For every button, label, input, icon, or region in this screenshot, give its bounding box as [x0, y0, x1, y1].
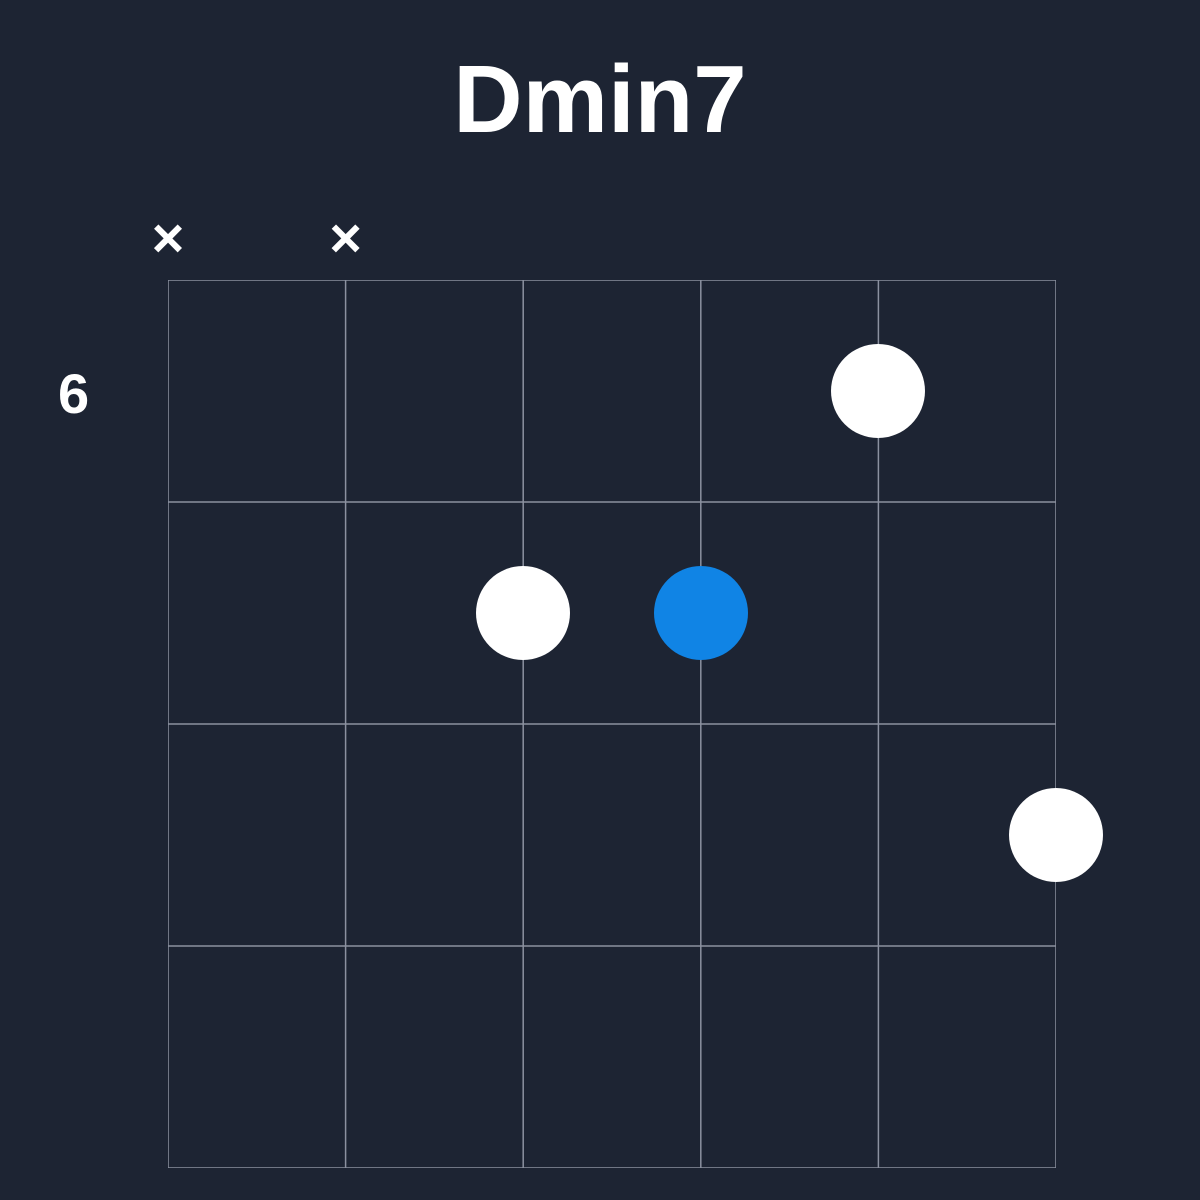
chord-title: Dmin7	[453, 45, 746, 155]
muted-string-marker: ×	[152, 205, 185, 270]
finger-position-dot	[654, 566, 748, 660]
chord-diagram: 6 ××	[168, 280, 1056, 1168]
finger-position-dot	[831, 344, 925, 438]
muted-string-marker: ×	[329, 205, 362, 270]
starting-fret-label: 6	[58, 361, 89, 426]
finger-position-dot	[1009, 788, 1103, 882]
fretboard-grid	[168, 280, 1056, 1168]
finger-position-dot	[476, 566, 570, 660]
